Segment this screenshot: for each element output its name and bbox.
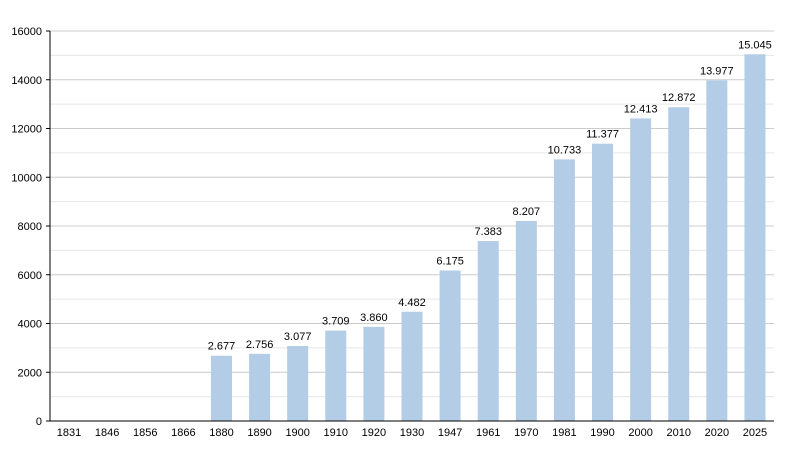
data-label-1970: 8.207	[513, 206, 541, 218]
data-label-1961: 7.383	[474, 226, 502, 238]
y-tick-label: 6000	[18, 270, 42, 282]
x-tick-label-1990: 1990	[590, 427, 614, 439]
y-tick-labels: 0 2000 4000 6000 8000 10000 12000 14000 16000	[11, 26, 42, 428]
bar-1981	[553, 159, 575, 421]
bar-1990	[592, 143, 614, 422]
bar-1930	[401, 311, 423, 421]
x-tick-label-1900: 1900	[285, 427, 309, 439]
x-tick-label-1930: 1930	[400, 427, 424, 439]
x-tick-label-1846: 1846	[95, 427, 119, 439]
y-tick-label: 16000	[11, 26, 42, 38]
gridlines	[50, 30, 774, 398]
bar-1890	[249, 353, 271, 421]
x-tick-labels: 1831 1846 1856 1866 1880 1890 1900 1910 1920 1930…	[57, 427, 767, 439]
bar-1970	[515, 220, 537, 421]
data-label-2010: 12.872	[662, 92, 696, 104]
y-tick-label: 2000	[18, 367, 42, 379]
y-tick-label: 8000	[18, 221, 42, 233]
bar-1880	[210, 355, 232, 421]
x-tick-label-2010: 2010	[666, 427, 690, 439]
x-tick-label-1961: 1961	[476, 427, 500, 439]
data-label-1930: 4.482	[398, 297, 426, 309]
bars	[210, 54, 766, 422]
data-labels: 2.677 2.756 3.077 3.709 3.860 4.482 6.175 7.383…	[208, 39, 772, 352]
x-tick-label-1947: 1947	[438, 427, 462, 439]
x-tick-label-1910: 1910	[324, 427, 348, 439]
x-tick-label-1890: 1890	[247, 427, 271, 439]
bar-1900	[287, 345, 309, 421]
bar-2025	[744, 54, 766, 421]
x-tick-label-2000: 2000	[628, 427, 652, 439]
bar-1920	[363, 326, 385, 421]
bar-1910	[325, 330, 347, 421]
x-tick-label-1970: 1970	[514, 427, 538, 439]
data-label-1910: 3.709	[322, 316, 350, 328]
x-tick-label-1866: 1866	[171, 427, 195, 439]
x-tick-label-1920: 1920	[362, 427, 386, 439]
x-tick-label-2025: 2025	[743, 427, 767, 439]
data-label-1990: 11.377	[586, 129, 619, 141]
data-label-1900: 3.077	[284, 331, 312, 343]
x-tick-label-1831: 1831	[57, 427, 81, 439]
x-tick-label-1856: 1856	[133, 427, 157, 439]
data-label-1981: 10.733	[548, 144, 582, 156]
data-label-2025: 15.045	[738, 39, 772, 51]
x-tick-label-1981: 1981	[552, 427, 576, 439]
bar-2000	[630, 118, 652, 421]
x-tick-label-2020: 2020	[705, 427, 729, 439]
data-label-2000: 12.413	[624, 103, 658, 115]
y-tick-label: 14000	[11, 75, 42, 87]
axes	[46, 30, 774, 422]
data-label-1920: 3.860	[360, 312, 388, 324]
y-tick-label: 4000	[18, 319, 42, 331]
y-tick-label: 0	[36, 416, 42, 428]
data-label-2020: 13.977	[700, 65, 734, 77]
bar-1961	[477, 241, 499, 421]
y-tick-label: 12000	[11, 124, 42, 136]
bar-2020	[706, 80, 728, 422]
y-tick-label: 10000	[11, 172, 42, 184]
bar-2010	[668, 107, 690, 422]
data-label-1880: 2.677	[208, 341, 236, 353]
x-tick-label-1880: 1880	[209, 427, 233, 439]
bar-1947	[439, 270, 461, 421]
data-label-1947: 6.175	[436, 255, 464, 267]
data-label-1890: 2.756	[246, 339, 274, 351]
